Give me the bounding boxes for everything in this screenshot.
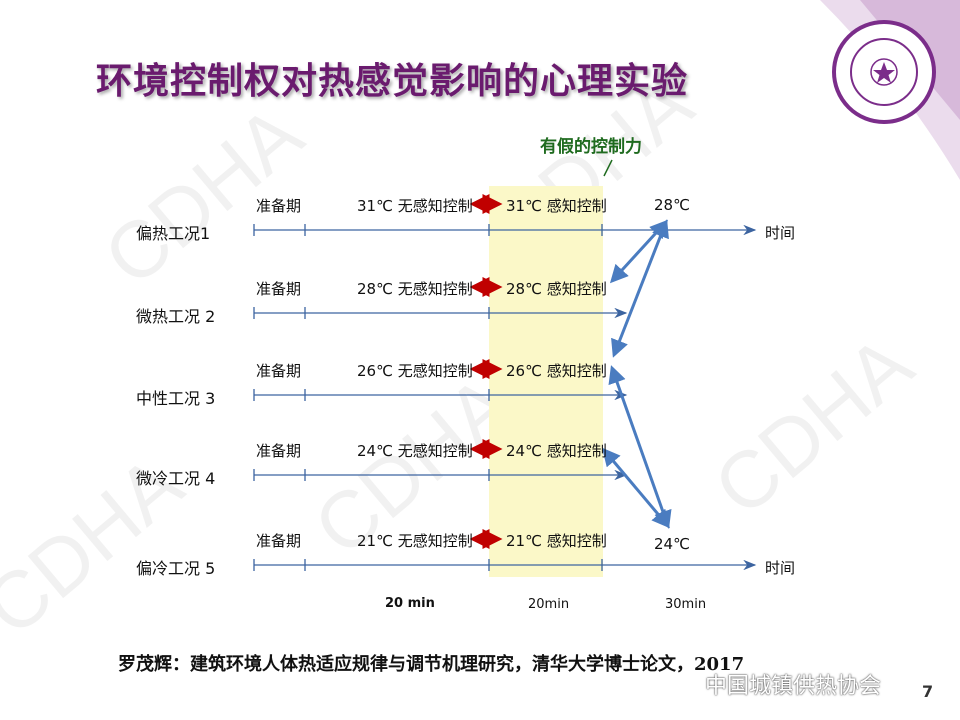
condition-label: 微热工况 2 (136, 307, 216, 326)
duration-label: 30min (665, 597, 707, 612)
target-temp-bottom: 24℃ (654, 535, 690, 553)
perceived-control-label: 28℃ 感知控制 (506, 280, 607, 298)
blue-double-arrow (611, 219, 669, 358)
duration-label: 20 min (385, 596, 435, 611)
prep-period-label: 准备期 (256, 197, 302, 215)
perceived-control-highlight (489, 186, 603, 577)
condition-label: 偏热工况1 (136, 224, 211, 243)
page-title: 环境控制权对热感觉影响的心理实验 (96, 61, 689, 102)
citation: 罗茂辉：建筑环境人体热适应规律与调节机理研究，清华大学博士论文，2017 (118, 654, 745, 675)
blue-double-arrow (602, 447, 670, 529)
prep-period-label: 准备期 (256, 532, 302, 550)
fake-control-label: 有假的控制力 (540, 137, 642, 157)
time-axis-label: 时间 (765, 224, 796, 242)
target-temp-top: 28℃ (654, 196, 690, 214)
prep-period-label: 准备期 (256, 280, 302, 298)
condition-label: 微冷工况 4 (136, 469, 216, 488)
no-perceived-control-label: 31℃ 无感知控制 (357, 197, 473, 215)
no-perceived-control-label: 21℃ 无感知控制 (357, 532, 473, 550)
tsinghua-logo (832, 20, 936, 124)
no-perceived-control-label: 24℃ 无感知控制 (357, 442, 473, 460)
fake-label-pointer (603, 159, 613, 177)
no-perceived-control-label: 28℃ 无感知控制 (357, 280, 473, 298)
no-perceived-control-label: 26℃ 无感知控制 (357, 362, 473, 380)
prep-period-label: 准备期 (256, 362, 302, 380)
duration-label: 20min (528, 597, 570, 612)
blue-double-arrow (609, 219, 669, 284)
wechat-source-watermark: 中国城镇供热协会 (705, 674, 882, 699)
condition-label: 偏冷工况 5 (136, 559, 216, 578)
perceived-control-label: 21℃ 感知控制 (506, 532, 607, 550)
page-number: 7 (922, 682, 934, 701)
blue-double-arrow (608, 365, 672, 529)
time-axis-label: 时间 (765, 559, 796, 577)
condition-label: 中性工况 3 (136, 389, 216, 408)
perceived-control-label: 31℃ 感知控制 (506, 197, 607, 215)
perceived-control-label: 24℃ 感知控制 (506, 442, 607, 460)
perceived-control-label: 26℃ 感知控制 (506, 362, 607, 380)
prep-period-label: 准备期 (256, 442, 302, 460)
